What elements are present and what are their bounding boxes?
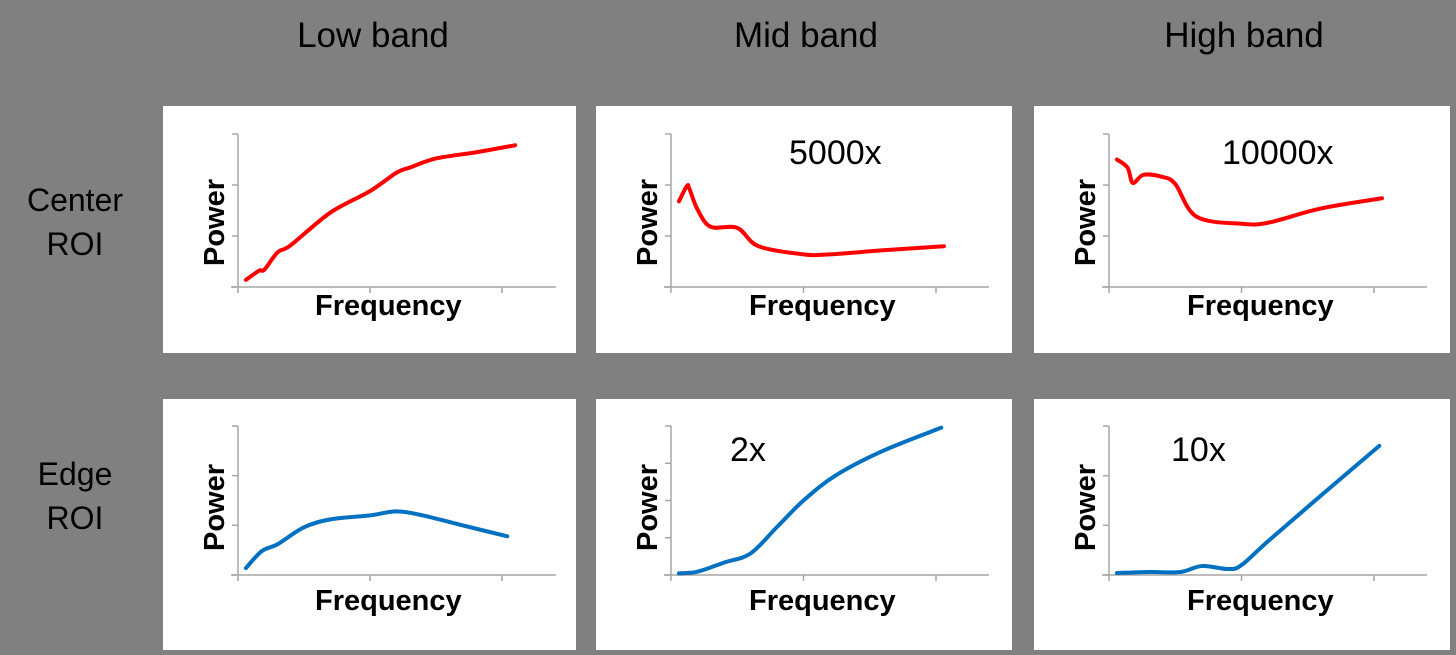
plot-area [1102,425,1427,581]
header-mid-band: Mid band [734,16,878,55]
header-high-band: High band [1164,16,1324,55]
y-axis-label: Power [632,178,664,266]
plot-area [664,425,989,581]
x-axis-label: Frequency [749,585,896,617]
plot-area [231,425,556,581]
y-axis-label: Power [632,463,664,551]
plot-area [1102,133,1427,293]
row-label-edge-line1: Edge [37,456,113,492]
y-axis-label: Power [199,178,231,266]
row-label-center-line1: Center [26,182,124,218]
scale-factor-annotation: 2x [730,431,766,469]
chart-edge-high: Power Frequency 10x [1034,399,1450,650]
power-curve [676,425,944,576]
scale-factor-annotation: 5000x [789,134,882,172]
chart-edge-low: Power Frequency [163,399,576,650]
power-curve [676,183,946,258]
power-curve [243,509,510,571]
chart-edge-mid: Power Frequency 2x [596,399,1012,650]
row-label-center-line2: ROI [46,226,104,262]
power-curve [1114,157,1384,227]
x-axis-label: Frequency [1187,585,1334,617]
x-axis-label: Frequency [315,585,462,617]
scale-factor-annotation: 10000x [1222,134,1334,172]
chart-center-mid: Power Frequency 5000x [596,106,1012,353]
row-label-edge: Edge ROI [0,452,150,540]
power-curve [243,143,518,282]
row-label-edge-line2: ROI [46,500,104,536]
x-axis-label: Frequency [749,290,896,322]
chart-center-low: Power Frequency [163,106,576,353]
plot-area [231,133,556,293]
chart-center-high: Power Frequency 10000x [1034,106,1450,353]
plot-area [664,133,989,293]
header-low-band: Low band [297,16,449,55]
scale-factor-annotation: 10x [1171,431,1226,469]
y-axis-label: Power [1070,463,1102,551]
row-label-center: Center ROI [0,178,150,266]
y-axis-label: Power [199,463,231,551]
x-axis-label: Frequency [1187,290,1334,322]
x-axis-label: Frequency [315,290,462,322]
power-curve [1114,443,1382,576]
y-axis-label: Power [1070,178,1102,266]
